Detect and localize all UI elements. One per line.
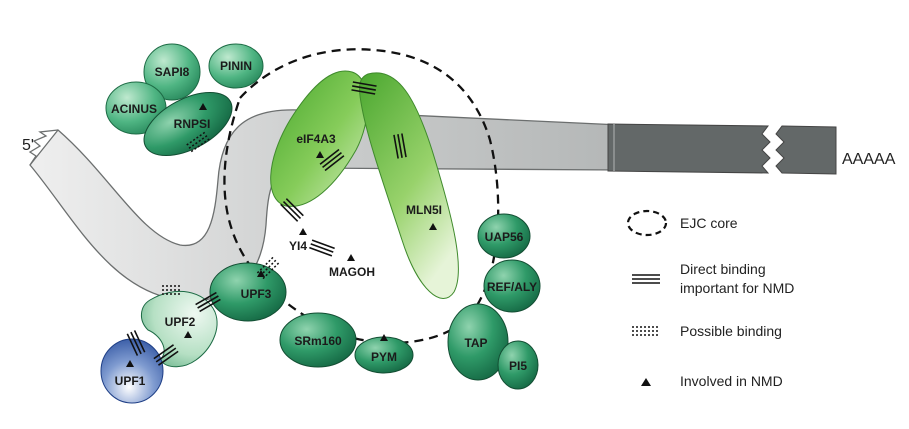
sap18-protein <box>143 43 201 101</box>
upf3-protein <box>209 262 287 322</box>
mln51-protein <box>359 72 459 299</box>
poly-a-label: AAAAA <box>842 151 896 168</box>
acinus-label: ACINUS <box>111 102 157 116</box>
magoh-label: MAGOH <box>329 265 375 279</box>
legend-direct-binding-text-2: important for NMD <box>680 280 794 296</box>
nmd-triangles <box>126 103 437 367</box>
uap56-protein <box>477 213 531 259</box>
upf2-label: UPF2 <box>165 315 196 329</box>
srm160-label: SRm160 <box>294 334 342 348</box>
tap-label: TAP <box>464 336 487 350</box>
legend-ejc-core-text: EJC core <box>680 215 738 231</box>
five-prime-label: 5' <box>22 137 34 154</box>
y14-label: YI4 <box>289 239 307 253</box>
direct-binding-marks <box>126 81 407 366</box>
legend-involved-nmd-text: Involved in NMD <box>680 373 783 389</box>
possible-binding-marks <box>162 131 280 295</box>
rnps1-label: RNPSI <box>174 117 211 131</box>
legend-possible-binding-text: Possible binding <box>680 323 782 339</box>
mln51-label: MLN5I <box>406 203 442 217</box>
legend-ejc-core-symbol <box>626 209 668 237</box>
uap56-label: UAP56 <box>485 230 524 244</box>
upf1-label: UPF1 <box>115 374 146 388</box>
legend-possible-binding-symbol <box>632 326 660 336</box>
p15-protein <box>497 340 539 390</box>
pinin-protein <box>208 43 264 89</box>
pym-label: PYM <box>371 350 397 364</box>
ref-aly-protein <box>483 259 541 313</box>
legend-direct-binding-symbol <box>632 274 660 284</box>
upf1-protein <box>100 338 164 404</box>
ref-aly-label: REF/ALY <box>487 280 537 294</box>
pinin-label: PININ <box>220 59 252 73</box>
legend-direct-binding-text-1: Direct binding <box>680 261 766 277</box>
mrna-strand-dark-tail <box>775 125 837 175</box>
tap-protein <box>447 303 509 381</box>
upf3-label: UPF3 <box>241 287 272 301</box>
mrna-5prime-zigzag <box>28 129 59 166</box>
eif4a3-label: eIF4A3 <box>296 132 336 146</box>
sap18-label: SAPI8 <box>155 65 190 79</box>
rnps1-protein <box>143 91 233 157</box>
legend: EJC core Direct binding important for NM… <box>626 209 794 389</box>
srm160-protein <box>279 312 357 368</box>
mrna-strand-dark <box>607 123 771 174</box>
p15-label: PI5 <box>509 359 527 373</box>
legend-triangle-icon <box>641 378 651 386</box>
